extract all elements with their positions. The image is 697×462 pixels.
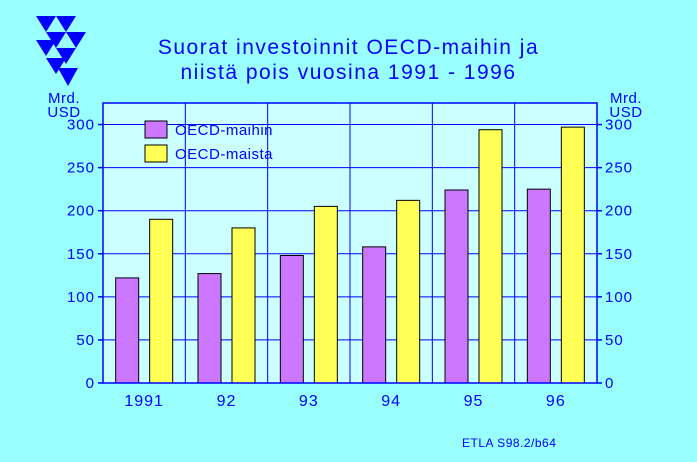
bar-oecd-maista [560,126,585,384]
legend-label-oecd-maihin: OECD-maihin [175,122,273,139]
unit-left-line2: USD [47,104,81,121]
y-tick-label-right: 0 [605,375,614,392]
y-tick-label-right: 150 [605,246,633,263]
bar-oecd-maista [313,205,338,384]
bar-oecd-maista [149,218,174,384]
y-axis-unit-right: Mrd. USD [606,90,646,121]
bar-oecd-maihin [526,188,551,384]
etla-logo-icon [36,16,86,86]
y-tick-label-right: 300 [605,117,633,134]
y-tick-label-right: 200 [605,203,633,220]
x-tick-label: 94 [381,393,401,410]
x-tick-label: 1991 [124,393,164,410]
unit-left-line1: Mrd. [48,90,80,107]
legend-swatch-oecd-maista [144,144,168,163]
y-tick-label-right: 250 [605,160,633,177]
plot-frame [102,102,598,384]
x-tick-label: 93 [299,393,319,410]
y-tick-label-right: 100 [605,289,633,306]
y-tick-label-left: 100 [67,289,95,306]
bar-oecd-maihin [115,277,140,384]
y-tick-label-left: 0 [86,375,95,392]
y-tick-label-left: 250 [67,160,95,177]
y-axis-unit-left: Mrd. USD [44,90,84,121]
x-tick-label: 92 [217,393,237,410]
bar-oecd-maihin [444,189,469,384]
x-tick-label: 95 [464,393,484,410]
bar-oecd-maihin [279,254,304,384]
chart-title-line-2: niistä pois vuosina 1991 - 1996 [180,61,517,84]
y-tick-label-left: 200 [67,203,95,220]
unit-right-line1: Mrd. [610,90,642,107]
bar-oecd-maihin [197,273,222,384]
unit-right-line2: USD [609,104,643,121]
bar-oecd-maista [231,227,256,384]
source-note: ETLA S98.2/b64 [462,436,557,450]
y-tick-label-left: 150 [67,246,95,263]
y-tick-label-left: 300 [67,117,95,134]
legend-swatch-oecd-maihin [144,120,168,139]
legend-label-oecd-maista: OECD-maista [175,146,273,163]
bar-oecd-maihin [362,246,387,384]
y-tick-label-left: 50 [76,332,95,349]
chart-title-line-1: Suorat investoinnit OECD-maihin ja [157,36,540,59]
bar-oecd-maista [396,199,421,384]
bar-oecd-maista [478,129,503,384]
x-tick-label: 96 [546,393,566,410]
y-tick-label-right: 50 [605,332,624,349]
